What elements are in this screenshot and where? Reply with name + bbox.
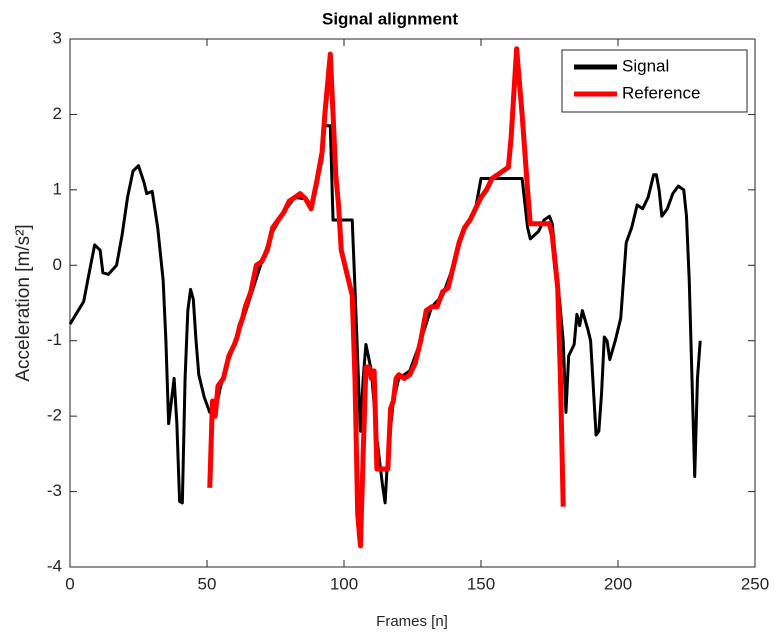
y-tick-label: -3 <box>47 481 62 500</box>
x-tick-label: 250 <box>741 574 769 593</box>
y-axis-label: Acceleration [m/s²] <box>13 224 34 381</box>
y-tick-label: 2 <box>53 104 62 123</box>
series-line <box>207 46 566 549</box>
x-tick-label: 100 <box>330 574 358 593</box>
y-tick-label: 1 <box>53 179 62 198</box>
y-tick-label: 3 <box>53 28 62 47</box>
legend-label: Reference <box>622 83 700 102</box>
x-tick-label: 200 <box>604 574 632 593</box>
x-axis-label: Frames [n] <box>376 613 448 630</box>
plot-frame <box>69 38 756 568</box>
series-line <box>68 124 702 505</box>
x-tick-label: 150 <box>467 574 495 593</box>
y-tick-label: -1 <box>47 330 62 349</box>
x-tick-label: 0 <box>65 574 74 593</box>
y-tick-label: 0 <box>53 255 62 274</box>
legend-box <box>561 49 748 113</box>
y-tick-label: -4 <box>47 556 62 575</box>
legend-label: Signal <box>622 56 669 75</box>
y-tick-label: -2 <box>47 406 62 425</box>
chart-title: Signal alignment <box>322 9 458 28</box>
x-tick-label: 50 <box>198 574 217 593</box>
